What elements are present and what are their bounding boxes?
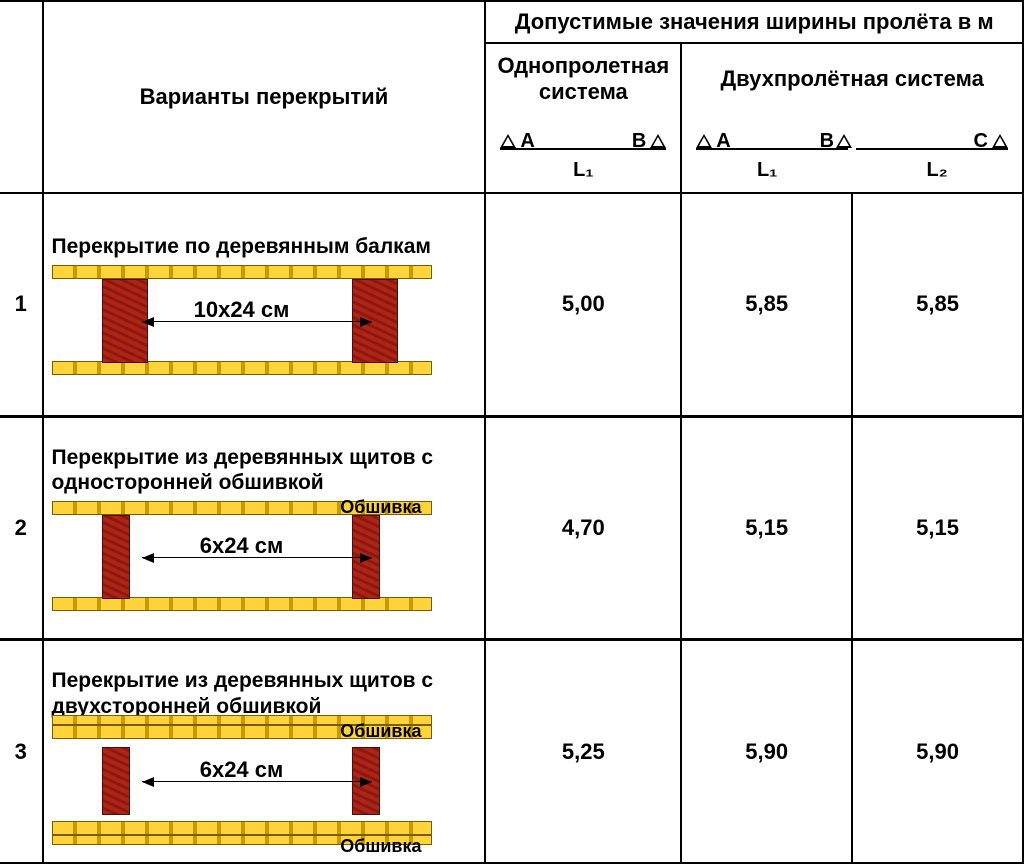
span-value: 5,15: [681, 416, 852, 640]
schematic-double-l1: A B L₁: [681, 115, 852, 193]
single-span-header: Однопролетная система: [485, 43, 681, 114]
row-index: 1: [0, 193, 43, 416]
schematic-single: A B L₁: [485, 115, 681, 193]
schematic-double-l2: C L₂: [852, 115, 1023, 193]
obshivka-top-label: Обшивка: [340, 497, 421, 518]
row-index: 3: [0, 640, 43, 863]
beam-diagram: 6х24 смОбшивка: [52, 501, 432, 611]
l1-label: L₁: [494, 159, 672, 182]
variant-title: Перекрытие по деревянным балкам: [52, 234, 477, 259]
idx-header: [0, 1, 43, 193]
variant-title: Перекрытие из деревянных щитов с односто…: [52, 445, 477, 495]
span-value: 5,00: [485, 193, 681, 416]
beam-diagram: 6х24 смОбшивкаОбшивка: [52, 725, 432, 835]
beam-diagram: 10х24 см: [52, 265, 432, 375]
span-value: 5,85: [852, 193, 1023, 416]
l1-label-2: L₁: [690, 159, 844, 182]
span-value: 5,25: [485, 640, 681, 863]
variant-title: Перекрытие из деревянных щитов с двухсто…: [52, 668, 477, 718]
span-header: Допустимые значения ширины пролёта в м: [485, 1, 1023, 43]
dimension-label: 10х24 см: [52, 297, 432, 323]
span-table: Варианты перекрытий Допустимые значения …: [0, 0, 1024, 864]
variant-cell: Перекрытие из деревянных щитов с двухсто…: [43, 640, 486, 863]
span-value: 4,70: [485, 416, 681, 640]
obshivka-bot-label: Обшивка: [340, 836, 421, 857]
span-value: 5,85: [681, 193, 852, 416]
l2-label: L₂: [860, 159, 1014, 182]
span-value: 5,15: [852, 416, 1023, 640]
variant-cell: Перекрытие по деревянным балкам 10х24 см: [43, 193, 486, 416]
dimension-label: 6х24 см: [52, 533, 432, 559]
variant-cell: Перекрытие из деревянных щитов с односто…: [43, 416, 486, 640]
dimension-label: 6х24 см: [52, 757, 432, 783]
span-value: 5,90: [852, 640, 1023, 863]
variants-header: Варианты перекрытий: [43, 1, 486, 193]
obshivka-top-label: Обшивка: [340, 721, 421, 742]
double-span-header: Двухпролётная система: [681, 43, 1023, 114]
row-index: 2: [0, 416, 43, 640]
span-value: 5,90: [681, 640, 852, 863]
